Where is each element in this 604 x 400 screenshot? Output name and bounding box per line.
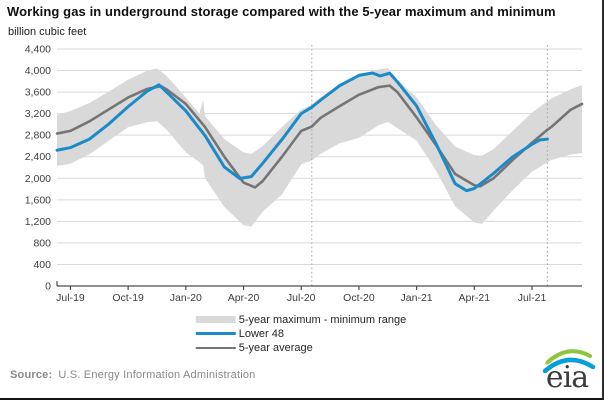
- chart-legend: 5-year maximum - minimum range Lower 48 …: [195, 313, 407, 354]
- legend-label-lower48: Lower 48: [238, 327, 285, 340]
- y-axis-labels: 0 400 800 1,200 1,600 2,000 2,400 2,800 3,200 3,6…: [25, 44, 51, 293]
- logo-swoosh-blue-icon: [542, 357, 596, 374]
- y-tick-label: 400: [33, 259, 51, 271]
- chart-canvas: Jul-19 Oct-19 Jan-20 Apr-20 Jul-20 Oct-20 Jan-…: [25, 44, 584, 304]
- legend-item-lower48: Lower 48: [195, 327, 406, 340]
- lower48-group: [55, 71, 549, 193]
- dotted-marker-lines: [311, 44, 548, 286]
- legend-label-band: 5-year maximum - minimum range: [238, 313, 407, 326]
- lower48-swatch-icon: [195, 332, 236, 335]
- logo-text: eia: [546, 360, 589, 390]
- x-tick-label: Jul-19: [56, 292, 85, 304]
- y-tick-label: 3,600: [25, 87, 51, 99]
- y-tick-label: 800: [33, 237, 51, 249]
- y-tick-label: 3,200: [25, 108, 51, 120]
- x-tick-label: Oct-20: [343, 292, 375, 304]
- y-tick-label: 2,000: [25, 173, 51, 185]
- y-tick-label: 2,400: [25, 151, 51, 163]
- x-tick-label: Jul-21: [518, 292, 547, 304]
- x-tick-label: Jul-20: [287, 292, 316, 304]
- y-tick-label: 4,000: [25, 65, 51, 77]
- y-tick-label: 2,800: [25, 130, 51, 142]
- eia-logo: eia: [542, 349, 596, 390]
- y-tick-label: 1,600: [25, 194, 51, 206]
- x-tick-label: Apr-21: [459, 292, 491, 304]
- band-swatch-icon: [195, 316, 236, 323]
- average-swatch-icon: [195, 346, 236, 349]
- logo-swoosh-green-icon: [546, 349, 592, 364]
- gridlines: [57, 48, 582, 265]
- y-axis-unit-label: billion cubic feet: [8, 26, 87, 38]
- legend-item-band: 5-year maximum - minimum range: [195, 313, 407, 326]
- source-line: Source: U.S. Energy Information Administr…: [10, 369, 256, 381]
- legend-label-average: 5-year average: [238, 341, 313, 354]
- x-tick-label: Jan-21: [401, 292, 433, 304]
- y-tick-label: 1,200: [25, 216, 51, 228]
- x-axis: Jul-19 Oct-19 Jan-20 Apr-20 Jul-20 Oct-20 Jan-…: [56, 281, 582, 304]
- chart-title: Working gas in underground storage compa…: [7, 4, 556, 19]
- y-tick-label: 0: [45, 281, 51, 293]
- y-tick-label: 4,400: [25, 44, 51, 56]
- x-tick-label: Apr-20: [228, 292, 260, 304]
- x-tick-label: Oct-19: [112, 292, 144, 304]
- legend-item-average: 5-year average: [195, 341, 406, 354]
- source-text: U.S. Energy Information Administration: [58, 369, 256, 381]
- lower48-line: [55, 71, 549, 193]
- source-prefix: Source:: [10, 369, 53, 381]
- x-tick-label: Jan-20: [170, 292, 202, 304]
